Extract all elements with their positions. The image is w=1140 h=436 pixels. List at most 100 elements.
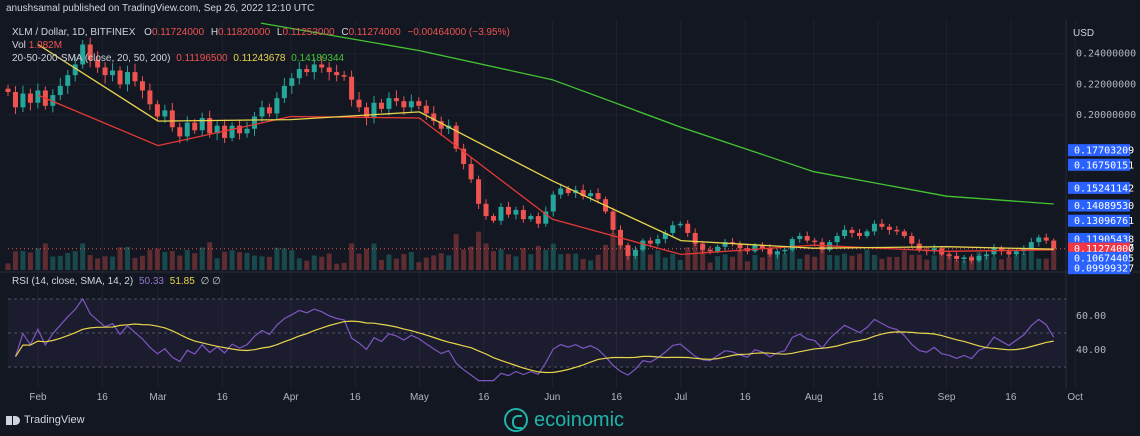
candle-body[interactable]: [991, 248, 997, 255]
candle-body[interactable]: [364, 107, 370, 119]
candle-body[interactable]: [95, 59, 101, 68]
candle-body[interactable]: [438, 121, 444, 129]
tradingview-brand[interactable]: TradingView: [6, 414, 85, 426]
symbol-label[interactable]: XLM / Dollar, 1D, BITFINEX: [12, 27, 136, 38]
candle-body[interactable]: [20, 93, 26, 108]
candle-body[interactable]: [677, 223, 683, 226]
candle-body[interactable]: [184, 122, 190, 137]
candle-body[interactable]: [125, 72, 131, 85]
candle-body[interactable]: [610, 211, 616, 230]
candle-body[interactable]: [72, 64, 78, 76]
candle-body[interactable]: [102, 67, 108, 76]
candle-body[interactable]: [423, 105, 429, 114]
candle-body[interactable]: [349, 76, 355, 100]
candle-body[interactable]: [812, 240, 818, 243]
candle-body[interactable]: [983, 254, 989, 256]
candle-body[interactable]: [647, 240, 653, 244]
candle-body[interactable]: [909, 235, 915, 244]
candle-body[interactable]: [304, 69, 310, 73]
price-axis[interactable]: 0.24000000 0.22000000 0.20000000 0.17703209…: [1068, 49, 1136, 275]
candle-body[interactable]: [662, 232, 668, 240]
candle-body[interactable]: [207, 118, 213, 134]
candle-body[interactable]: [655, 239, 661, 244]
candle-body[interactable]: [782, 249, 788, 252]
candle-body[interactable]: [543, 211, 549, 224]
candle-body[interactable]: [27, 93, 33, 103]
candle-body[interactable]: [139, 81, 145, 91]
candle-body[interactable]: [535, 216, 541, 224]
candle-body[interactable]: [266, 107, 272, 114]
candle-body[interactable]: [199, 118, 205, 131]
candle-body[interactable]: [849, 229, 855, 233]
candle-body[interactable]: [132, 72, 138, 82]
candle-body[interactable]: [1051, 240, 1057, 249]
candle-body[interactable]: [378, 102, 384, 109]
candle-body[interactable]: [35, 90, 41, 103]
candle-body[interactable]: [774, 251, 780, 255]
candle-body[interactable]: [640, 240, 646, 250]
candle-body[interactable]: [393, 98, 399, 102]
candle-body[interactable]: [1036, 237, 1042, 243]
candle-body[interactable]: [498, 206, 504, 221]
candle-body[interactable]: [281, 85, 287, 99]
candle-body[interactable]: [483, 203, 489, 217]
candle-body[interactable]: [625, 245, 631, 256]
candle-body[interactable]: [886, 226, 892, 230]
candle-body[interactable]: [371, 102, 377, 119]
candle-body[interactable]: [80, 44, 86, 65]
candle-body[interactable]: [864, 231, 870, 236]
volume-label[interactable]: Vol: [12, 40, 26, 51]
candle-body[interactable]: [117, 70, 123, 85]
candle-body[interactable]: [491, 216, 497, 221]
candle-body[interactable]: [289, 78, 295, 86]
candle-body[interactable]: [505, 206, 511, 215]
candle-body[interactable]: [192, 122, 198, 131]
candle-body[interactable]: [401, 101, 407, 108]
candle-body[interactable]: [50, 95, 56, 106]
candle-body[interactable]: [707, 249, 713, 252]
candle-body[interactable]: [476, 179, 482, 204]
candle-body[interactable]: [274, 98, 280, 114]
candle-body[interactable]: [520, 209, 526, 220]
candle-body[interactable]: [65, 75, 71, 86]
time-axis[interactable]: Feb 16 Mar 16 Apr 16 May 16 Jun 16 Jul 16 Aug 16 Sep 16…: [29, 392, 1083, 403]
candle-body[interactable]: [334, 72, 340, 76]
candle-body[interactable]: [147, 90, 153, 105]
candle-body[interactable]: [752, 245, 758, 252]
candle-body[interactable]: [789, 239, 795, 250]
candle-body[interactable]: [5, 88, 11, 92]
candle-body[interactable]: [356, 99, 362, 108]
candle-body[interactable]: [154, 104, 160, 117]
candle-body[interactable]: [110, 70, 116, 76]
rsi-pane[interactable]: 60.00 40.00: [8, 297, 1106, 382]
candle-body[interactable]: [969, 257, 975, 261]
candle-body[interactable]: [998, 248, 1004, 252]
candle-body[interactable]: [244, 128, 250, 134]
candle-body[interactable]: [797, 235, 803, 240]
candle-body[interactable]: [319, 64, 325, 68]
candle-body[interactable]: [767, 248, 773, 255]
candle-body[interactable]: [513, 209, 519, 215]
candle-body[interactable]: [804, 235, 810, 241]
candle-body[interactable]: [528, 216, 534, 220]
candle-body[interactable]: [700, 243, 706, 250]
candle-body[interactable]: [730, 242, 736, 244]
candle-body[interactable]: [894, 229, 900, 232]
candle-body[interactable]: [1043, 237, 1049, 241]
candle-body[interactable]: [670, 225, 676, 233]
candle-body[interactable]: [296, 69, 302, 79]
candle-body[interactable]: [580, 190, 586, 197]
candle-body[interactable]: [946, 254, 952, 256]
candle-body[interactable]: [737, 243, 743, 249]
candle-body[interactable]: [632, 249, 638, 256]
candle-body[interactable]: [177, 127, 183, 137]
candle-body[interactable]: [12, 91, 18, 108]
candle-body[interactable]: [685, 223, 691, 233]
candle-body[interactable]: [341, 75, 347, 77]
candle-body[interactable]: [595, 193, 601, 200]
candle-body[interactable]: [834, 235, 840, 243]
candle-body[interactable]: [468, 163, 474, 180]
candle-body[interactable]: [237, 125, 243, 134]
candle-body[interactable]: [879, 223, 885, 227]
